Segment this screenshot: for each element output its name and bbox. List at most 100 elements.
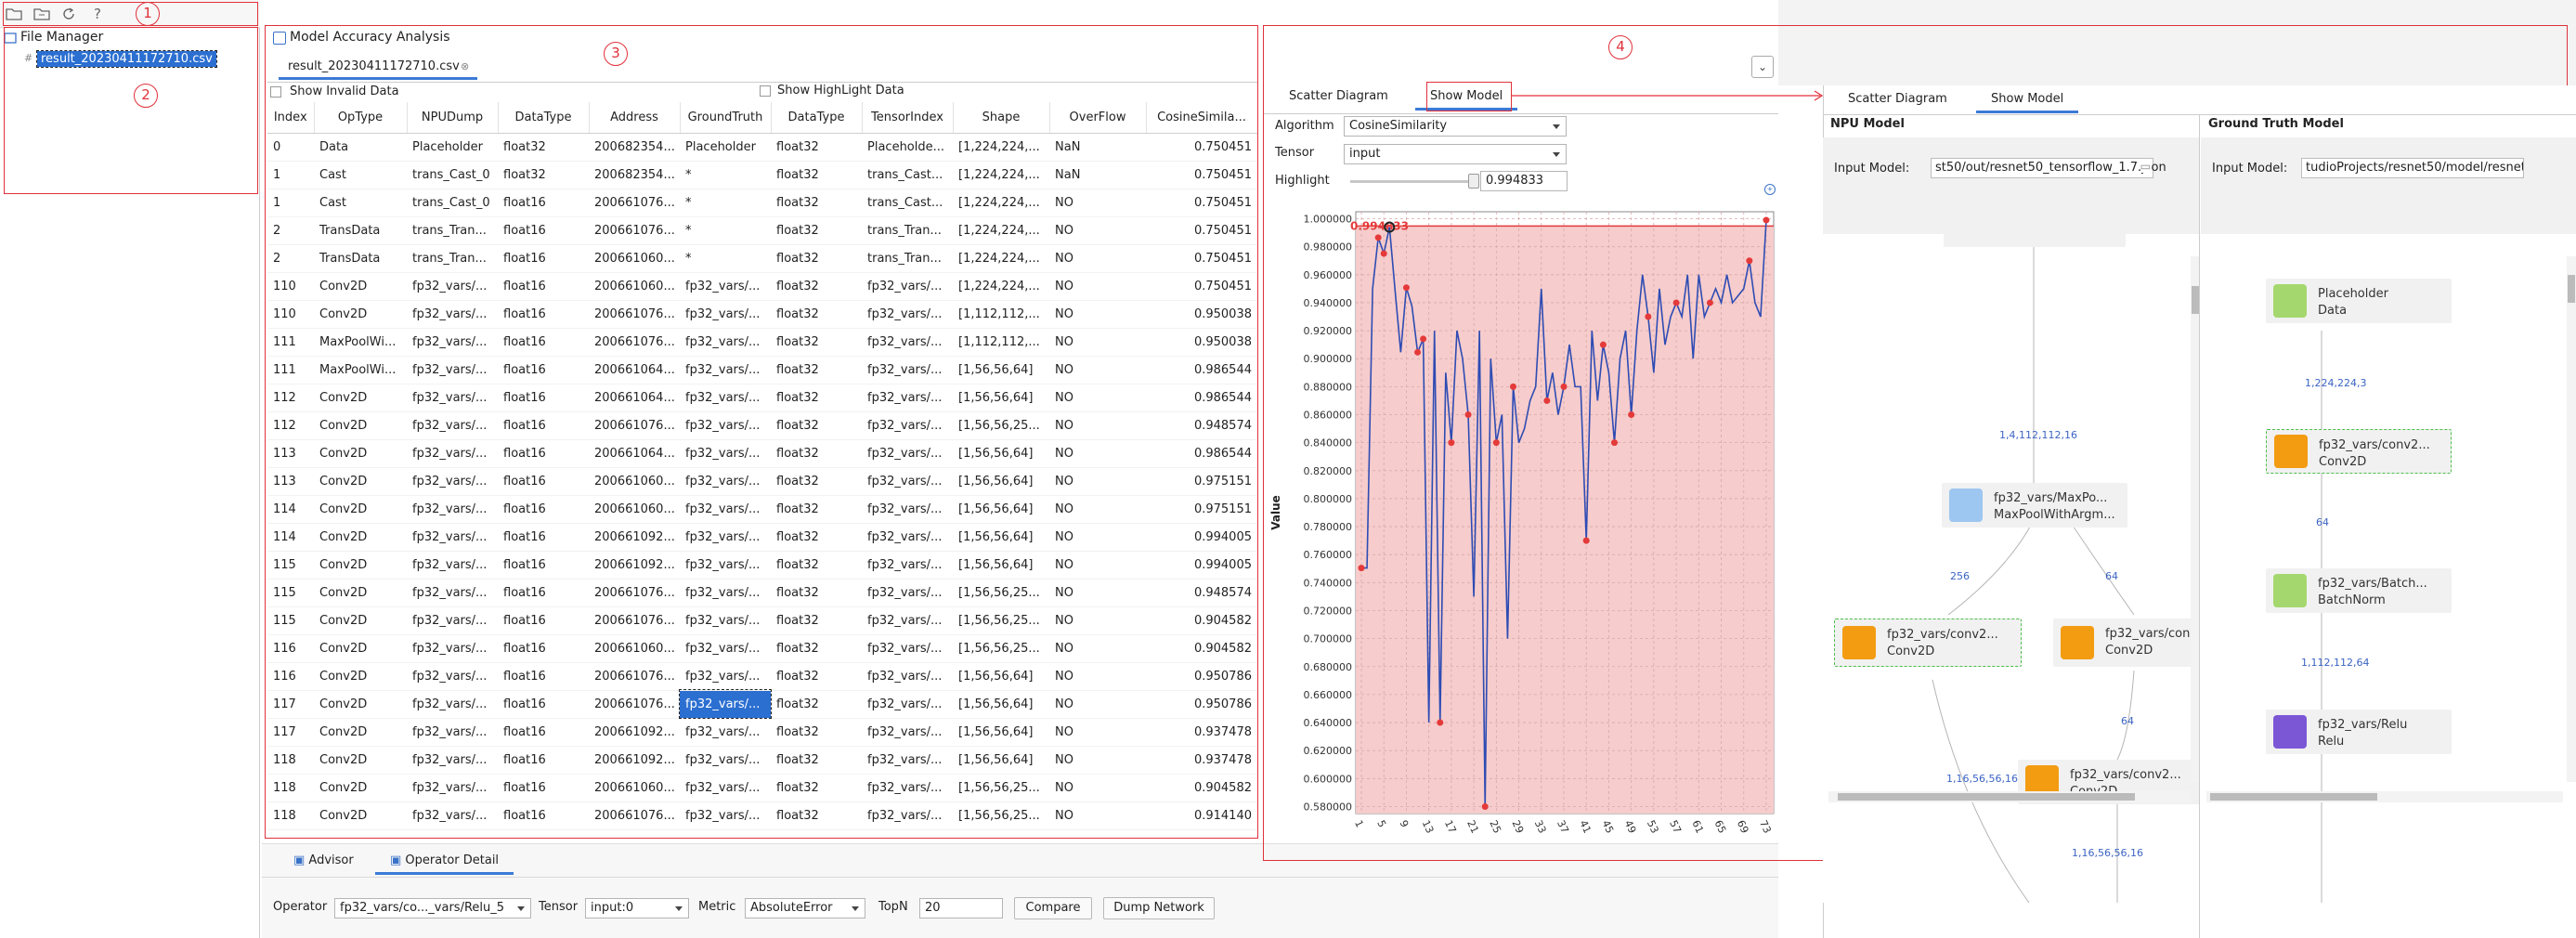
table-cell[interactable]: 113 [267,467,314,496]
tab-scatter-diagram-2[interactable]: Scatter Diagram [1848,92,1947,106]
table-cell[interactable]: float16 [498,216,589,245]
npu-hscroll[interactable] [1828,791,2191,802]
table-cell[interactable]: float16 [498,384,589,412]
table-cell[interactable]: trans_Cast_0 [407,161,498,189]
table-cell[interactable]: NO [1049,774,1146,802]
table-cell[interactable]: 0.904582 [1146,606,1257,635]
column-header[interactable]: NPUDump [407,102,499,134]
table-cell[interactable]: NO [1049,300,1146,329]
table-cell[interactable]: 0.948574 [1146,411,1257,440]
table-cell[interactable]: float16 [498,328,589,357]
table-cell[interactable]: fp32_vars/... [680,774,771,802]
table-cell[interactable]: Conv2D [314,300,407,329]
table-cell[interactable]: [1,224,224,... [953,244,1049,273]
column-header[interactable]: TensorIndex [862,102,954,134]
table-cell[interactable]: fp32_vars/... [407,551,498,580]
table-cell[interactable]: Placeholder [680,133,771,162]
table-cell[interactable]: fp32_vars/... [407,690,498,719]
table-cell[interactable]: float32 [771,244,862,273]
table-cell[interactable]: 0.986544 [1146,384,1257,412]
table-cell[interactable]: 0.975151 [1146,467,1257,496]
table-cell[interactable]: fp32_vars/... [862,690,953,719]
table-cell[interactable]: float32 [771,356,862,384]
table-cell[interactable]: NO [1049,495,1146,524]
table-cell[interactable]: 200661092... [589,746,680,775]
table-cell[interactable]: [1,224,224,... [953,272,1049,301]
table-cell[interactable]: 2 [267,244,314,273]
table-cell[interactable]: Conv2D [314,774,407,802]
table-cell[interactable]: fp32_vars/... [407,634,498,663]
table-cell[interactable]: float16 [498,467,589,496]
table-cell[interactable]: 200661076... [589,328,680,357]
table-cell[interactable]: fp32_vars/... [680,411,771,440]
table-row[interactable]: 1 Cast trans_Cast_0 float16 200661076... * flo… [267,189,1257,217]
gt-vscroll[interactable] [2567,256,2576,782]
table-cell[interactable]: 112 [267,384,314,412]
table-cell[interactable]: [1,56,56,25... [953,411,1049,440]
table-cell[interactable]: NO [1049,272,1146,301]
refresh-icon[interactable] [58,4,80,24]
npu-input-field[interactable]: st50/out/resnet50_tensorflow_1.7.json ▭ [1931,158,2166,178]
table-cell[interactable]: fp32_vars/... [407,300,498,329]
tab-operator-detail[interactable]: ▣ Operator Detail [375,847,514,875]
table-cell[interactable]: float32 [771,161,862,189]
table-cell[interactable]: float16 [498,746,589,775]
table-cell[interactable]: NO [1049,216,1146,245]
table-row[interactable]: 116 Conv2D fp32_vars/... float16 200661060..… [267,634,1257,663]
table-cell[interactable]: float16 [498,523,589,552]
table-cell[interactable]: NO [1049,328,1146,357]
npu-node-conv-a[interactable]: fp32_vars/conv2... Conv2D [1834,619,2022,667]
table-cell[interactable]: 200661076... [589,801,680,830]
table-row[interactable]: 112 Conv2D fp32_vars/... float16 200661076..… [267,411,1257,440]
table-cell[interactable]: float32 [771,690,862,719]
table-cell[interactable]: fp32_vars/... [407,801,498,830]
table-cell[interactable]: float32 [771,411,862,440]
table-cell[interactable]: 200661060... [589,774,680,802]
highlight-slider[interactable] [1350,174,1479,189]
table-cell[interactable]: * [680,161,771,189]
table-cell[interactable]: float16 [498,356,589,384]
table-cell[interactable]: [1,56,56,64] [953,551,1049,580]
table-cell[interactable]: trans_Cast... [862,161,953,189]
table-cell[interactable]: [1,56,56,25... [953,801,1049,830]
table-cell[interactable]: 200661060... [589,272,680,301]
table-cell[interactable]: 2 [267,216,314,245]
column-header[interactable]: Shape [953,102,1050,134]
table-row[interactable]: 115 Conv2D fp32_vars/... float16 200661092..… [267,551,1257,580]
table-cell[interactable]: 200661076... [589,606,680,635]
table-cell[interactable]: 114 [267,523,314,552]
table-row[interactable]: 116 Conv2D fp32_vars/... float16 200661076..… [267,662,1257,691]
table-row[interactable]: 110 Conv2D fp32_vars/... float16 200661060..… [267,272,1257,301]
tab-show-model-2[interactable]: Show Model [1976,85,2079,113]
table-cell[interactable]: 111 [267,328,314,357]
table-row[interactable]: 114 Conv2D fp32_vars/... float16 200661092..… [267,523,1257,552]
table-cell[interactable]: 200661092... [589,523,680,552]
table-cell[interactable]: float32 [771,718,862,747]
column-header[interactable]: DataType [498,102,590,134]
table-cell[interactable]: * [680,216,771,245]
table-cell[interactable]: 0.750451 [1146,161,1257,189]
table-cell[interactable]: 200682354... [589,161,680,189]
operator-select[interactable]: fp32_vars/co..._vars/Relu_5 [334,898,531,918]
table-cell[interactable]: fp32_vars/... [679,689,772,719]
table-cell[interactable]: fp32_vars/... [680,634,771,663]
table-cell[interactable]: trans_Tran... [862,216,953,245]
table-cell[interactable]: float32 [771,133,862,162]
table-cell[interactable]: 118 [267,746,314,775]
table-row[interactable]: 114 Conv2D fp32_vars/... float16 200661060..… [267,495,1257,524]
table-cell[interactable]: 200661060... [589,495,680,524]
table-cell[interactable]: 200661076... [589,690,680,719]
table-cell[interactable]: NO [1049,411,1146,440]
table-cell[interactable]: [1,56,56,25... [953,774,1049,802]
table-cell[interactable]: fp32_vars/... [407,606,498,635]
table-cell[interactable]: float32 [771,523,862,552]
table-cell[interactable]: [1,112,112,... [953,328,1049,357]
table-cell[interactable]: float16 [498,244,589,273]
table-cell[interactable]: float32 [771,384,862,412]
table-cell[interactable]: fp32_vars/... [862,467,953,496]
table-cell[interactable]: fp32_vars/... [862,411,953,440]
table-cell[interactable]: fp32_vars/... [407,579,498,607]
table-cell[interactable]: fp32_vars/... [680,384,771,412]
table-cell[interactable]: NO [1049,634,1146,663]
npu-node-maxpool[interactable]: fp32_vars/MaxPo... MaxPoolWithArgm... [1942,483,2127,528]
